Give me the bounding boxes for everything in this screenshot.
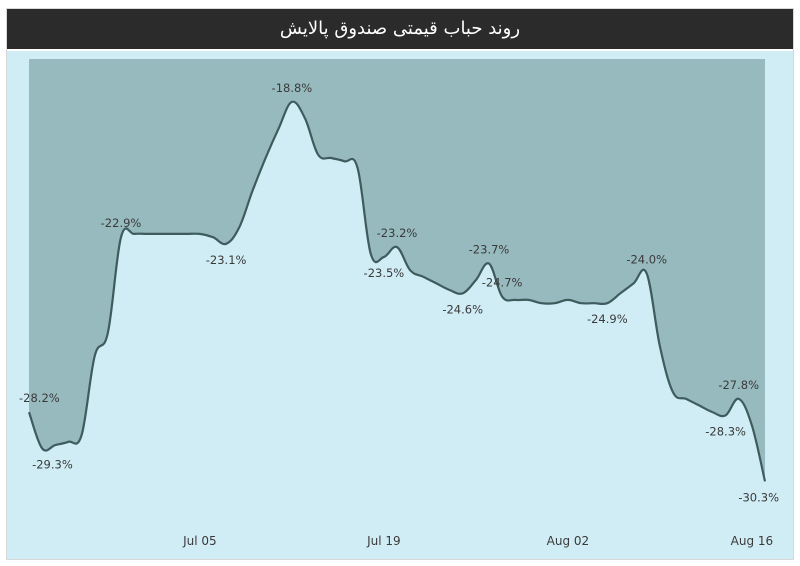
data-label: -24.7% xyxy=(482,276,523,290)
data-label: -27.8% xyxy=(718,378,759,392)
chart-frame: روند حباب قیمتی صندوق پالایش -28.2% -29.3… xyxy=(6,8,794,560)
data-label: -23.1% xyxy=(206,253,247,267)
x-tick-label: Aug 16 xyxy=(731,534,774,548)
data-label: -23.5% xyxy=(364,266,405,280)
data-label: -22.9% xyxy=(101,216,142,230)
chart-title: روند حباب قیمتی صندوق پالایش xyxy=(7,9,793,49)
data-label: -23.7% xyxy=(469,243,510,257)
data-label: -28.2% xyxy=(19,391,60,405)
plot-area: -28.2% -29.3% -22.9% -23.1% -18.8% -23.2% -23.… xyxy=(7,51,793,559)
data-label: -28.3% xyxy=(705,424,746,438)
data-label: -18.8% xyxy=(272,81,313,95)
data-label: -23.2% xyxy=(377,226,418,240)
data-label: -24.0% xyxy=(626,253,667,267)
data-label: -29.3% xyxy=(32,457,73,471)
series-area xyxy=(29,59,765,482)
x-tick-label: Jul 19 xyxy=(366,534,401,548)
x-tick-label: Aug 02 xyxy=(547,534,590,548)
data-label: -24.6% xyxy=(442,302,483,316)
area-chart: -28.2% -29.3% -22.9% -23.1% -18.8% -23.2% -23.… xyxy=(7,51,793,559)
data-label: -30.3% xyxy=(738,490,779,504)
x-tick-label: Jul 05 xyxy=(182,534,217,548)
data-label: -24.9% xyxy=(587,312,628,326)
series-line xyxy=(27,100,767,482)
